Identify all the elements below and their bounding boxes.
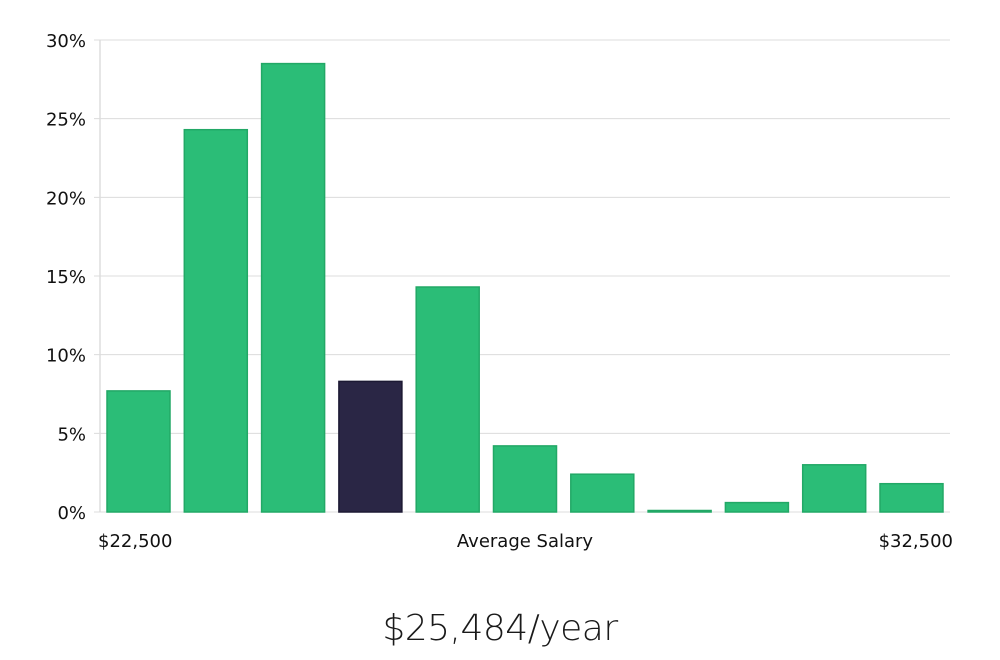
bar	[570, 473, 635, 513]
y-tick-label: 5%	[57, 424, 86, 445]
bar	[492, 445, 558, 513]
y-tick-label: 0%	[57, 503, 86, 524]
x-max-label: $32,500	[879, 531, 953, 552]
y-tick-label: 30%	[46, 31, 86, 52]
y-tick-label: 15%	[46, 267, 86, 288]
y-tick-label: 10%	[46, 346, 86, 367]
bar	[724, 501, 790, 513]
bar	[801, 464, 867, 513]
x-min-label: $22,500	[98, 531, 172, 552]
y-tick-label: 25%	[46, 110, 86, 131]
bar-highlighted	[338, 380, 403, 513]
bar	[183, 128, 249, 513]
bar	[647, 509, 712, 513]
salary-histogram: 0% 5% 10% 15% 20% 25% 30% $22,500 Average Sala…	[46, 31, 953, 552]
bars	[106, 62, 944, 513]
bar	[879, 482, 944, 513]
bar	[106, 390, 171, 513]
bar	[260, 62, 326, 513]
average-salary-value: $25,484/year	[382, 608, 618, 649]
bar	[415, 286, 480, 513]
y-tick-label: 20%	[46, 188, 86, 209]
x-axis-label: Average Salary	[457, 531, 594, 552]
y-axis-ticks: 0% 5% 10% 15% 20% 25% 30%	[46, 31, 86, 524]
